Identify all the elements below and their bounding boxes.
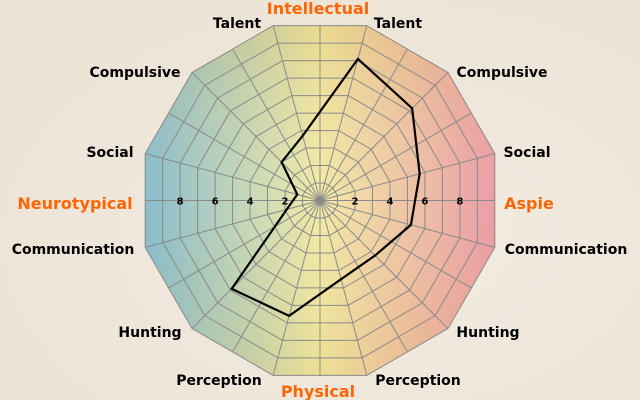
axis-label-compulsive-left: Compulsive <box>89 65 180 81</box>
tick-label: 2 <box>351 197 358 208</box>
grid-spoke <box>319 200 368 376</box>
group-label-neurotypical: Neurotypical <box>17 194 132 213</box>
data-point <box>230 287 233 290</box>
grid-spoke <box>145 200 321 248</box>
grid-spoke <box>145 153 321 201</box>
tick-label: 8 <box>456 197 463 208</box>
grid-spoke <box>168 112 321 201</box>
axis-label-talent-left: Talent <box>213 16 261 32</box>
tick-label: 8 <box>177 197 184 208</box>
tick-label: 2 <box>282 197 289 208</box>
grid-spoke <box>191 72 321 201</box>
axis-label-communication-left: Communication <box>12 242 135 258</box>
tick-label: 4 <box>247 197 254 208</box>
grid-spoke <box>191 200 321 329</box>
axis-label-talent-right: Talent <box>374 16 422 32</box>
grid-spoke <box>168 200 321 289</box>
group-label-physical: Physical <box>281 382 355 400</box>
grid-spoke <box>319 153 495 201</box>
axis-label-communication-right: Communication <box>505 242 628 258</box>
grid-spoke <box>319 200 472 289</box>
grid-spoke <box>232 200 321 353</box>
data-point <box>301 134 304 137</box>
tick-label: 6 <box>212 197 219 208</box>
grid-spoke <box>272 25 321 201</box>
series-layer <box>230 57 421 318</box>
axis-label-hunting-left: Hunting <box>118 325 181 341</box>
data-point <box>285 208 288 211</box>
data-point <box>296 193 299 196</box>
data-point <box>374 254 377 257</box>
axis-label-social-right: Social <box>503 145 550 161</box>
tick-label: 4 <box>386 197 393 208</box>
data-point <box>340 278 343 281</box>
axis-label-hunting-right: Hunting <box>456 325 519 341</box>
data-point <box>280 161 283 164</box>
grid-spoke <box>232 48 321 201</box>
radar-grid <box>144 25 496 376</box>
group-label-intellectual: Intellectual <box>267 0 369 18</box>
grid-spoke <box>319 200 495 248</box>
tick-label: 6 <box>421 197 428 208</box>
axis-label-perception-right: Perception <box>375 373 461 389</box>
grid-spoke <box>272 200 321 376</box>
data-point <box>409 223 412 226</box>
grid-spoke <box>319 200 408 353</box>
axis-label-social-left: Social <box>86 145 133 161</box>
grid-spoke <box>319 48 408 201</box>
grid-spoke <box>319 200 449 329</box>
group-label-aspie: Aspie <box>504 194 554 213</box>
axis-label-perception-left: Perception <box>176 373 262 389</box>
grid-spoke <box>319 72 449 201</box>
grid-spoke <box>319 25 368 201</box>
grid-spoke <box>319 112 472 201</box>
tick-labels: 2 2 4 4 6 6 8 8 <box>177 197 464 208</box>
axis-label-compulsive-right: Compulsive <box>456 65 547 81</box>
data-point <box>288 314 291 317</box>
data-point <box>411 107 414 110</box>
data-point <box>356 57 359 60</box>
data-point <box>418 172 421 175</box>
